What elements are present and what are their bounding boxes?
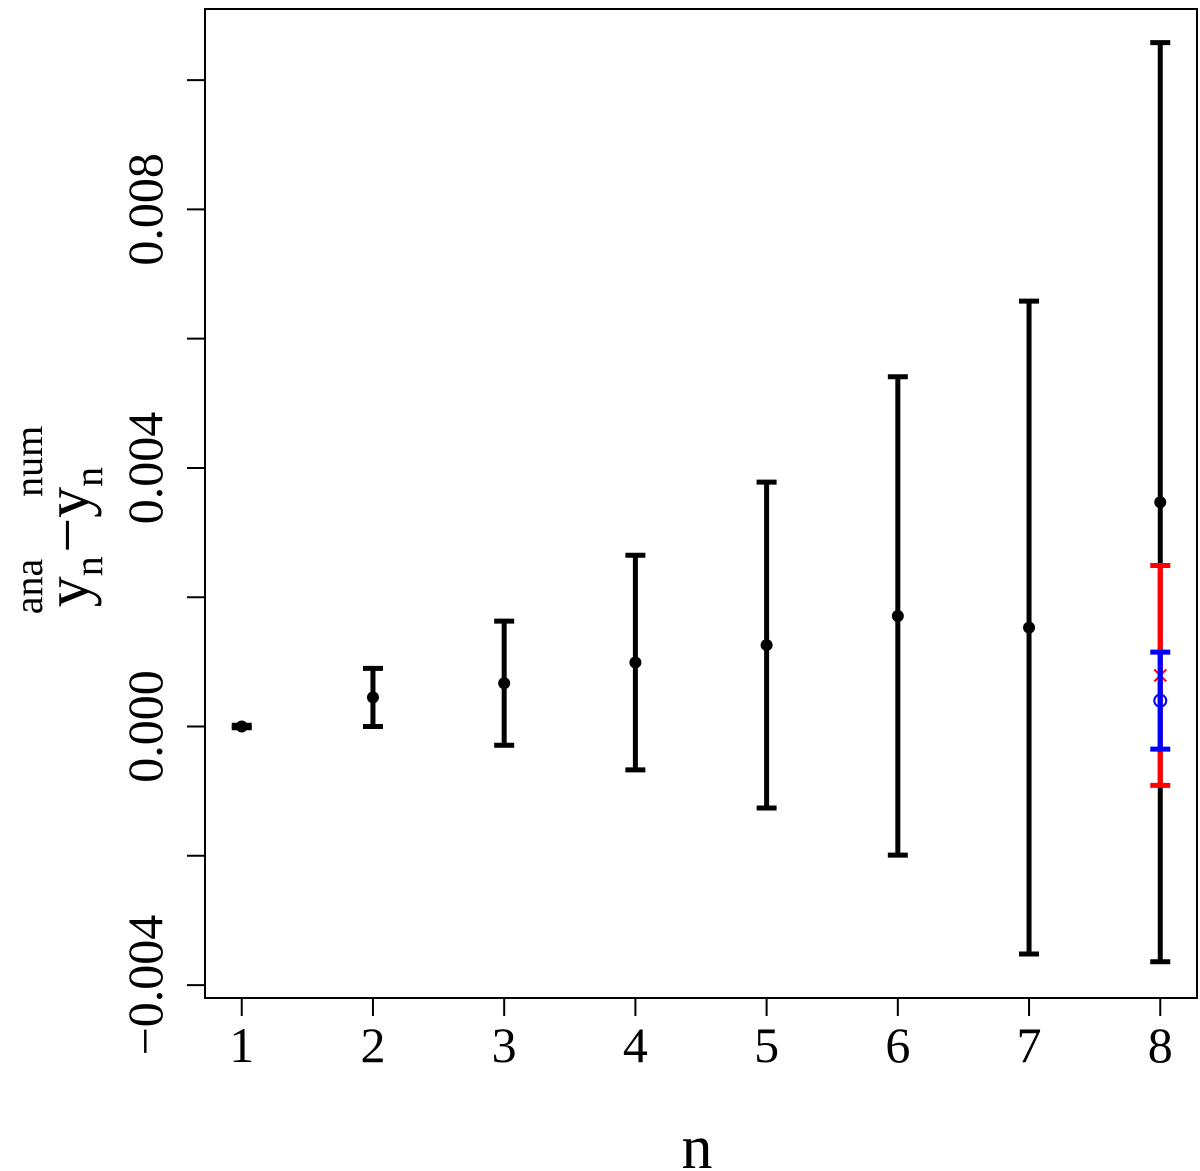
y-tick-label: 0.004 [117,412,173,525]
y-tick-label: 0.008 [117,153,173,266]
x-tick-label: 1 [229,1017,254,1073]
x-tick-label: 4 [623,1017,648,1073]
y-label-text: ynana−ynnum [6,426,111,615]
point [1154,496,1167,509]
x-tick-label: 7 [1017,1017,1042,1073]
x-tick-label: 5 [754,1017,779,1073]
y-axis-label: ynana−ynnum [6,426,111,615]
x-tick-label: 3 [492,1017,517,1073]
point [760,639,773,652]
y-label-sup: ana [6,559,51,615]
y-label-base: −y [34,487,102,553]
point [235,720,248,733]
point [366,691,379,704]
point [891,609,904,622]
y-tick-label: −0.004 [117,915,173,1056]
point [498,677,511,690]
y-label-sub: n [66,556,111,576]
plot-frame [204,8,1198,999]
y-label-sub: n [66,467,111,487]
x-tick-label: 6 [885,1017,910,1073]
y-label-sup: num [6,426,51,497]
x-tick-label: 2 [360,1017,385,1073]
y-label-base: y [34,576,102,607]
x-axis-label: n [682,1114,713,1171]
point [1153,693,1168,708]
y-tick-label: 0.000 [117,670,173,783]
point [1023,621,1036,634]
point [629,656,642,669]
x-tick-label: 8 [1148,1017,1173,1073]
